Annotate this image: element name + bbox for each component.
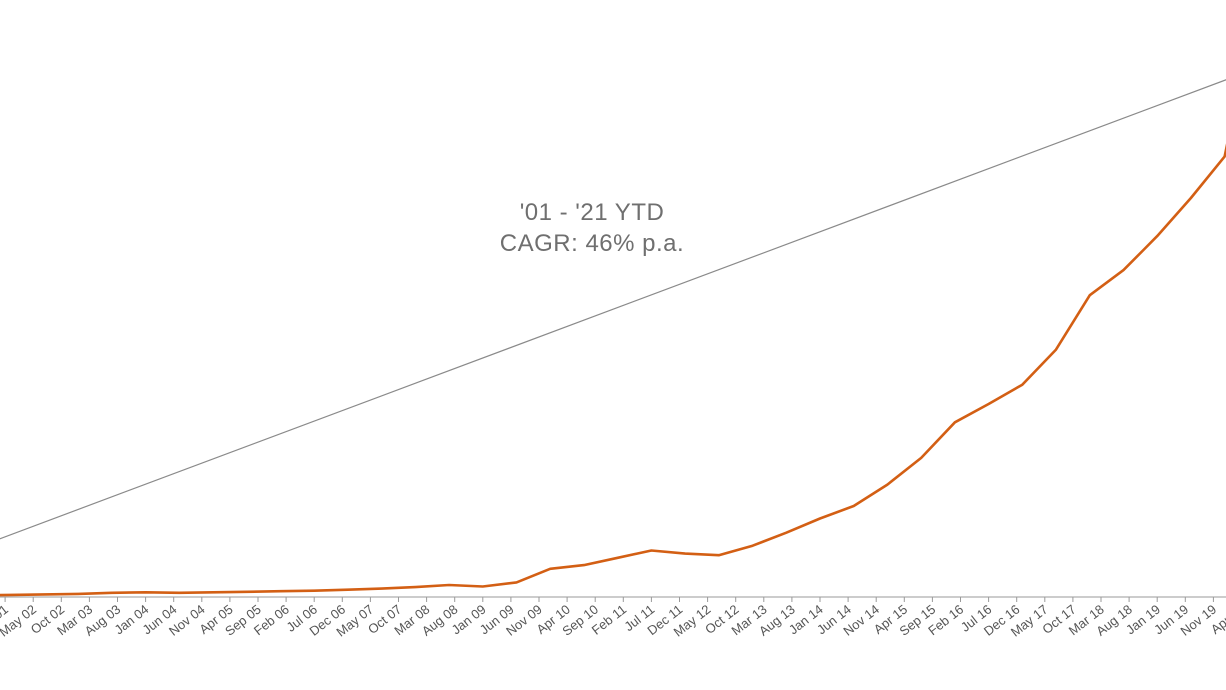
cagr-value-label: CAGR: 46% p.a. <box>499 230 685 257</box>
cagr-trend-line <box>0 79 1226 540</box>
cagr-period-label: '01 - '21 YTD <box>519 199 665 226</box>
price-series-line <box>0 143 1226 597</box>
